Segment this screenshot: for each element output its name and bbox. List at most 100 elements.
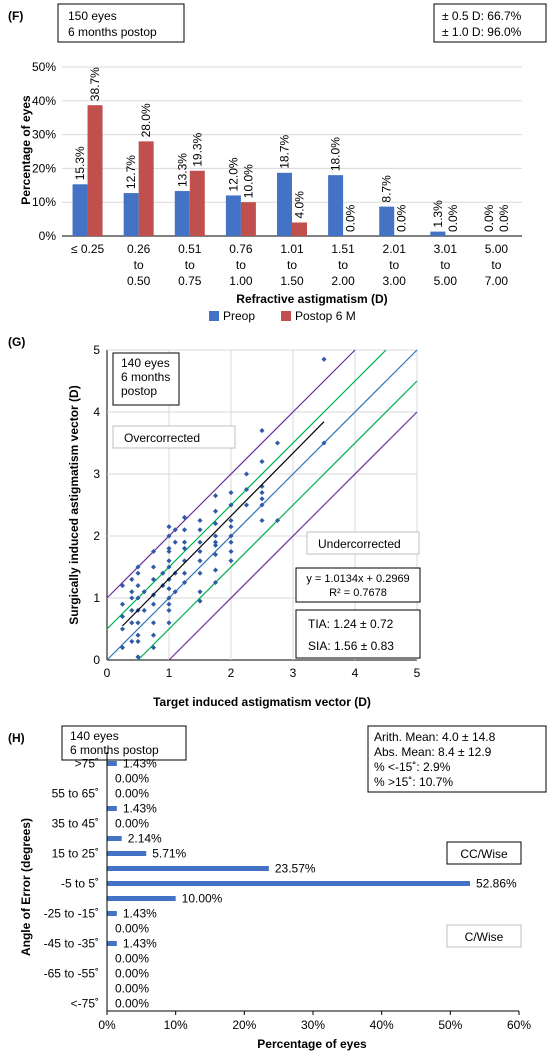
x-tick-label: 5.00 [434,274,458,288]
x-tick-label: 5 [414,666,421,680]
legend-swatch-postop [281,311,291,321]
info-box [57,3,185,43]
data-point [166,524,172,530]
data-point [228,539,234,545]
bar-postop [138,141,154,236]
data-point [321,356,327,362]
bar [107,896,176,901]
bar [107,881,470,886]
data-label: 2.14% [128,832,162,846]
data-point [181,527,188,533]
panel-h: (H) 140 eyes 6 months postop Arith. Mean… [0,722,550,1052]
data-point [135,583,141,589]
y-tick-label: 30% [32,128,56,142]
y-tick-label: 5 [93,343,100,357]
data-point [228,517,234,524]
x-tick-label: to [389,258,399,272]
info-box [61,725,187,761]
tick-labels: 00 1 1 2 2 3 3 4 4 5 5 [93,343,420,680]
data-point [129,620,135,626]
y-tick-label: 20% [32,161,56,175]
x-tick-label: to [440,258,450,272]
panel-label: (F) [8,9,23,23]
data-point [135,564,141,570]
y-tick-label: 35 to 45˚ [52,817,99,831]
data-label: 0.00% [115,997,149,1011]
info-box [112,352,180,406]
panel-label: (G) [8,335,25,349]
data-point [166,586,172,592]
y-tick-label: 0 [93,653,100,667]
data-point [181,570,188,576]
bar [107,851,147,856]
data-point [135,620,141,626]
y-tick-labels: >75˚ 55 to 65˚ 35 to 45˚ 15 to 25˚ -5 to 5˚ -… [44,757,99,1011]
y-tick-label: 55 to 65˚ [52,787,99,801]
x-tick-label: 10% [164,1018,188,1032]
data-labels: 15.3% 38.7% 12.7% 28.0% 13.3%19.3% 12.0% 10.0%… [73,67,511,232]
legend-label-postop: Postop 6 M [295,309,356,323]
x-tick-label: 3.00 [383,274,407,288]
stats-line-3: % <-15˚: 2.9% [374,760,451,774]
data-point [150,601,157,607]
data-point [135,638,141,644]
data-point [212,493,219,499]
data-label: 0.00% [115,952,149,966]
y-tick-label: 4 [93,405,100,419]
cwise-box [446,924,522,948]
x-tick-label: to [134,258,144,272]
x-axis-label: Refractive astigmatism (D) [236,292,387,306]
y-axis-label: Surgically induced astigmatism vector (D… [67,385,81,624]
data-point [259,459,265,465]
undercorrected-box [306,531,420,555]
angle-of-error-chart: (H) 140 eyes 6 months postop Arith. Mean… [8,725,547,1051]
data-label: 28.0% [139,103,153,137]
data-point [166,601,172,607]
x-tick-label: 20% [232,1018,256,1032]
y-tick-label: 15 to 25˚ [52,847,99,861]
data-point [212,539,219,545]
info-line-1: 140 eyes [121,356,170,370]
x-tick-label: 0.51 [178,242,202,256]
x-axis-label: Target induced astigmatism vector (D) [153,695,371,709]
data-point [166,564,172,570]
panel-f: (F) 150 eyes 6 months postop ± 0.5 D: 66… [0,0,550,325]
x-tick-labels: 0% 10% 20% 30% 40% 50% 60% [98,1011,531,1032]
equation-line-1: y = 1.0134x + 0.2969 [306,573,409,585]
tia-line: TIA: 1.24 ± 0.72 [308,617,394,631]
tia-sia-box [295,609,421,659]
data-point [197,598,203,604]
x-tick-label: 0% [98,1018,116,1032]
data-label: 38.7% [88,67,102,101]
data-label: 1.43% [123,907,157,921]
data-point [197,570,203,576]
bar-postop [240,202,256,236]
data-point [259,496,265,502]
y-tick-label: 0% [39,229,57,243]
data-point [228,533,234,539]
data-point [166,620,172,626]
x-tick-label: 5.00 [485,242,509,256]
data-point [228,558,234,564]
data-point [172,539,178,545]
y-tick-label: -5 to 5˚ [61,877,99,891]
x-tick-label: to [287,258,297,272]
bar-preop [174,191,190,236]
x-tick-label: to [338,258,348,272]
bar-preop [123,193,139,236]
data-point [141,607,147,613]
data-point [181,579,188,586]
bar-preop [430,231,446,236]
data-point [212,533,219,539]
x-tick-label: to [185,258,195,272]
data-point [212,567,219,573]
data-label: 0.00% [115,922,149,936]
x-tick-label: 7.00 [485,274,509,288]
data-label: 0.00% [115,787,149,801]
data-point [166,545,172,551]
data-point [135,632,141,638]
x-tick-label: 3.01 [434,242,458,256]
data-point [228,524,234,530]
x-tick-label: 2.00 [331,274,355,288]
